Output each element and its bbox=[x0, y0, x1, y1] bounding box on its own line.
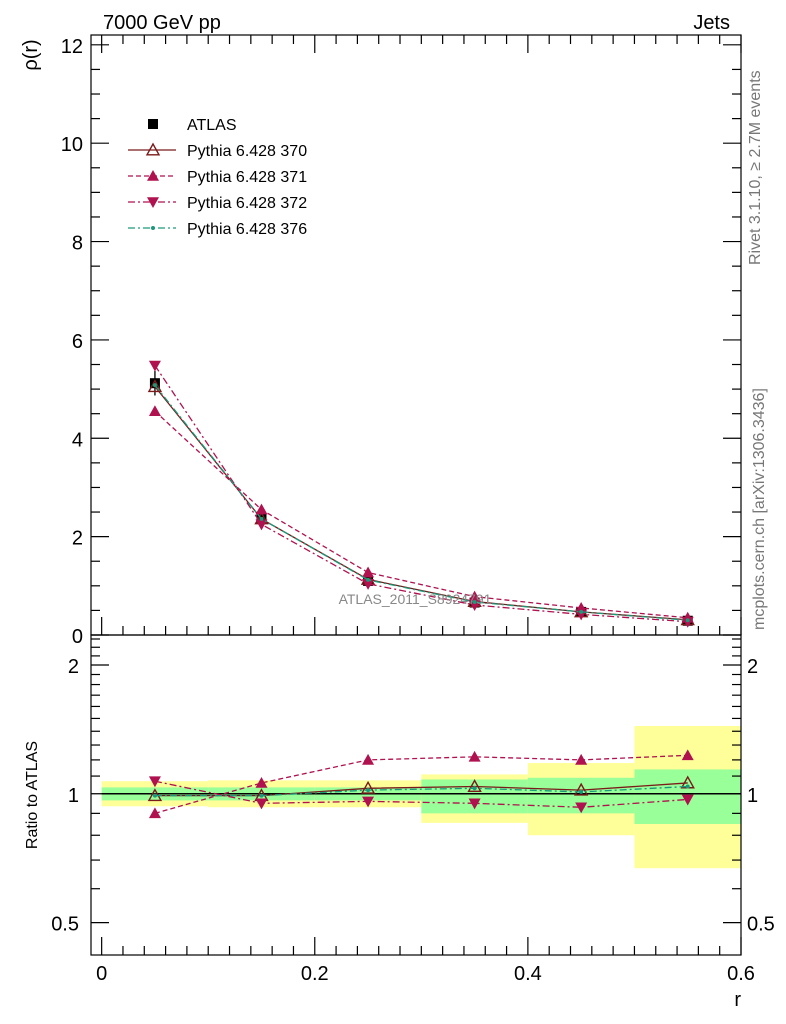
y-tick-label: 8 bbox=[72, 233, 83, 255]
ratio-panel: 0.5 0.5 1 1 2 2 0 0.2 0.4 0.6 Ratio to ATLAS r bbox=[24, 634, 775, 1011]
series-4-point bbox=[259, 516, 264, 521]
series-3-point bbox=[681, 616, 694, 628]
legend-marker bbox=[148, 119, 158, 129]
mcplots-label: mcplots.cern.ch [arXiv:1306.3436] bbox=[751, 388, 768, 630]
ratio-series-2-point bbox=[681, 794, 694, 806]
ratio-axes: 0.5 0.5 1 1 2 2 0 0.2 0.4 0.6 bbox=[51, 634, 775, 985]
ratio-series-2-point bbox=[362, 796, 375, 808]
series-4-point bbox=[472, 600, 477, 605]
ratio-plot-area bbox=[147, 749, 695, 819]
x-tick-label: 0.2 bbox=[301, 963, 329, 985]
ratio-y-tick-label-right: 1 bbox=[747, 785, 758, 807]
process-label: Jets bbox=[693, 12, 730, 34]
y-tick-label: 4 bbox=[72, 429, 83, 451]
legend-marker bbox=[151, 226, 155, 230]
main-axes: 0 2 4 6 8 10 12 bbox=[61, 34, 742, 648]
series-4-point bbox=[579, 609, 584, 614]
analysis-watermark: ATLAS_2011_S8924791 bbox=[339, 591, 492, 607]
ratio-frame bbox=[90, 634, 742, 956]
ratio-series-0-point bbox=[360, 780, 376, 794]
y-tick-label: 10 bbox=[61, 134, 83, 156]
ratio-series-0-point bbox=[467, 779, 482, 792]
series-4-point bbox=[366, 577, 371, 582]
ratio-series-2-point bbox=[468, 798, 481, 810]
ratio-series-1-point bbox=[148, 807, 161, 819]
ratio-series-2-line bbox=[154, 780, 688, 808]
ratio-y-tick-label-right: 0.5 bbox=[747, 914, 775, 936]
ratio-series-3-point bbox=[472, 786, 477, 791]
main-plot-area bbox=[147, 360, 695, 628]
ratio-y-tick-label: 0.5 bbox=[51, 914, 79, 936]
series-2-point bbox=[362, 566, 375, 578]
y-tick-label: 6 bbox=[72, 331, 83, 353]
series-3-point bbox=[255, 519, 268, 531]
ratio-series-0-point bbox=[573, 782, 589, 796]
series-2-point bbox=[255, 503, 268, 515]
ratio-series-1-point bbox=[575, 753, 588, 765]
x-tick-label: 0 bbox=[96, 963, 107, 985]
uncertainty-bands bbox=[101, 726, 741, 869]
ratio-series-3-point bbox=[366, 788, 371, 793]
legend-marker bbox=[145, 142, 161, 156]
ratio-y-tick-label: 2 bbox=[68, 656, 79, 678]
ratio-y-tick-label: 1 bbox=[68, 785, 79, 807]
ratio-series-2-point bbox=[148, 776, 161, 788]
series-4-point bbox=[152, 383, 157, 388]
main-panel: ATLAS_2011_S8924791 ATLAS Pythia 6.428 37… bbox=[20, 34, 742, 648]
ratio-series-3-line bbox=[154, 785, 688, 797]
ratio-series-1-point bbox=[468, 750, 481, 762]
ratio-y-tick-label-right: 2 bbox=[747, 656, 758, 678]
ratio-series-1-point bbox=[681, 749, 694, 761]
legend-marker bbox=[147, 197, 159, 208]
series-3-point bbox=[362, 579, 375, 590]
ratio-series-2-point bbox=[255, 798, 268, 810]
x-tick-label: 0.6 bbox=[727, 963, 755, 985]
energy-label: 7000 GeV pp bbox=[103, 12, 221, 34]
ratio-y-axis-label: Ratio to ATLAS bbox=[24, 741, 41, 849]
series-2-point bbox=[468, 590, 481, 602]
series-4-line bbox=[154, 384, 688, 621]
ratio-series-2-point bbox=[575, 802, 588, 814]
x-axis-label: r bbox=[734, 989, 741, 1011]
legend: ATLAS Pythia 6.428 370 Pythia 6.428 371 Pyt… bbox=[128, 117, 307, 238]
x-tick-label: 0.4 bbox=[514, 963, 542, 985]
legend-label: ATLAS bbox=[187, 117, 237, 134]
legend-label: Pythia 6.428 376 bbox=[187, 221, 307, 238]
y-tick-label: 2 bbox=[72, 528, 83, 550]
series-2-line bbox=[154, 410, 688, 619]
y-axis-label: ρ(r) bbox=[20, 39, 42, 70]
ratio-series-1-line bbox=[154, 754, 688, 814]
series-4-point bbox=[685, 618, 690, 623]
y-tick-label: 12 bbox=[61, 36, 83, 58]
series-1-point bbox=[147, 379, 163, 393]
legend-label: Pythia 6.428 372 bbox=[187, 195, 307, 212]
legend-label: Pythia 6.428 371 bbox=[187, 169, 307, 186]
ratio-series-1-point bbox=[255, 776, 268, 788]
rivet-label: Rivet 3.1.10, ≥ 2.7M events bbox=[747, 70, 764, 265]
legend-label: Pythia 6.428 370 bbox=[187, 143, 307, 160]
ratio-series-1-point bbox=[362, 753, 375, 765]
legend-marker bbox=[147, 170, 159, 181]
ratio-series-3-point bbox=[579, 789, 584, 794]
series-3-point bbox=[148, 360, 161, 372]
ratio-series-3-point bbox=[685, 784, 690, 789]
y-tick-label: 0 bbox=[72, 626, 83, 648]
ratio-series-3-point bbox=[259, 793, 264, 798]
series-3-line bbox=[154, 365, 688, 623]
series-2-point bbox=[148, 405, 161, 417]
ratio-series-0-line bbox=[154, 782, 688, 797]
ratio-series-3-point bbox=[152, 793, 157, 798]
